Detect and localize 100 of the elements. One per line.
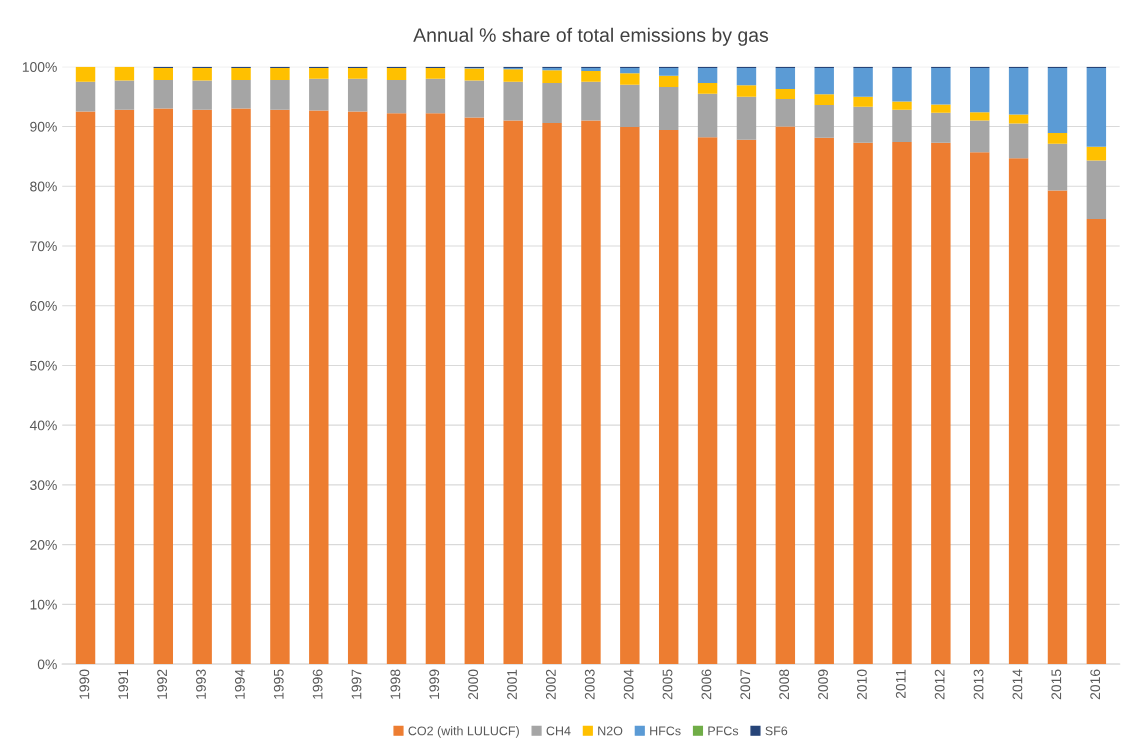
bar (697, 137, 718, 665)
x-tick-label: 1998 (390, 669, 401, 699)
bar (581, 81, 601, 121)
x-tick-label: 2005 (662, 669, 673, 700)
bar (1047, 143, 1068, 191)
legend-label: N2O (598, 726, 623, 736)
x-tick-label: 1990 (79, 669, 90, 699)
bar (386, 113, 407, 665)
chart-title: Annual % share of total emissions by gas (413, 27, 769, 46)
bar (270, 79, 290, 110)
bar (853, 96, 873, 107)
bar (542, 82, 562, 123)
bar (1086, 146, 1107, 161)
bar (425, 78, 446, 114)
bar (153, 67, 174, 80)
y-tick-label: 90% (30, 121, 57, 132)
bar (114, 80, 135, 110)
y-tick-label: 10% (30, 599, 57, 610)
bar (658, 75, 679, 88)
bar (231, 67, 251, 80)
bar (970, 67, 990, 113)
bar (970, 120, 990, 153)
bar (75, 66, 96, 82)
bar (309, 78, 329, 111)
bar (542, 70, 562, 83)
bar (542, 122, 562, 665)
x-tick-label: 2013 (973, 669, 984, 700)
bar (620, 127, 640, 665)
bar (1047, 190, 1068, 665)
bar (153, 108, 174, 665)
bar (1008, 67, 1029, 115)
bar (192, 109, 212, 665)
bar (464, 68, 485, 81)
x-tick-label: 1993 (196, 669, 206, 699)
bar (464, 80, 485, 118)
x-tick-label: 2007 (740, 669, 751, 700)
y-tick-label: 20% (30, 539, 57, 550)
y-tick-label: 70% (30, 241, 57, 252)
bar (153, 79, 174, 109)
bar (775, 67, 796, 89)
y-tick-label: 80% (30, 181, 57, 192)
bar (892, 67, 912, 102)
bar (503, 81, 523, 121)
bar (775, 88, 796, 100)
x-tick-label: 2004 (623, 669, 634, 700)
bar (736, 139, 757, 665)
y-tick-label: 30% (30, 480, 57, 491)
bar (814, 67, 834, 95)
bar (853, 67, 873, 97)
x-tick-label: 2016 (1090, 669, 1101, 700)
bar (270, 109, 290, 665)
legend-label: CO2 (with LULUCF) (408, 726, 519, 738)
bar (347, 111, 368, 665)
bar (658, 130, 679, 665)
bar (1047, 133, 1068, 144)
x-tick-label: 2010 (856, 669, 867, 700)
x-tick-label: 1995 (273, 669, 284, 699)
y-tick-label: 100% (22, 62, 57, 72)
bar (736, 96, 757, 140)
bar (931, 142, 951, 665)
legend-label: HFCs (650, 726, 681, 736)
x-tick-label: 2012 (934, 669, 945, 700)
bar (697, 67, 718, 83)
bar (658, 67, 679, 76)
x-tick-label: 1991 (118, 669, 129, 699)
bar (270, 67, 290, 80)
bar (775, 99, 796, 127)
bar (425, 67, 446, 79)
x-tick-label: 2006 (701, 669, 712, 700)
bar (231, 108, 251, 665)
legend-label: PFCs (708, 726, 739, 736)
bar (347, 78, 368, 112)
x-tick-label: 1999 (429, 669, 440, 699)
bar (814, 105, 834, 138)
bar (503, 120, 523, 665)
bar (309, 110, 329, 665)
bar (931, 104, 951, 113)
bar (970, 152, 990, 665)
bar (114, 109, 135, 665)
y-tick-label: 40% (29, 420, 57, 431)
bar (75, 111, 96, 665)
bar (620, 73, 640, 85)
bar (192, 80, 212, 110)
x-tick-label: 1996 (312, 669, 323, 699)
x-tick-label: 1994 (234, 669, 245, 699)
bar (425, 113, 446, 665)
bar (853, 106, 873, 143)
bar (231, 79, 251, 109)
bar (386, 79, 407, 114)
x-tick-label: 2015 (1051, 669, 1062, 700)
bar (503, 69, 523, 82)
bar (581, 70, 601, 82)
legend-label: SF6 (765, 726, 788, 736)
x-tick-label: 2009 (818, 669, 828, 700)
bar (620, 67, 640, 74)
bar (814, 137, 834, 665)
bar (114, 66, 135, 81)
bar (970, 112, 990, 121)
bar (892, 109, 912, 143)
bar (1086, 219, 1107, 665)
